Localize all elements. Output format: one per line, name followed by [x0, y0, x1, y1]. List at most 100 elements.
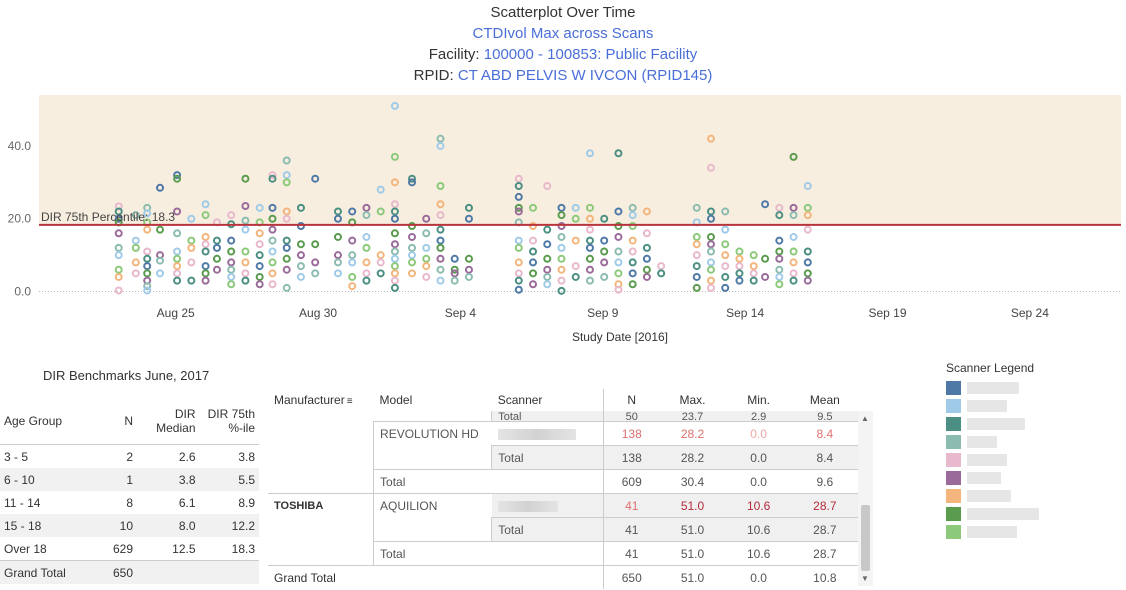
redacted-scanner-name	[967, 472, 1001, 484]
n-cell: 1	[88, 468, 138, 491]
x-tick-label: Aug 30	[299, 306, 337, 320]
scatter-point	[187, 276, 196, 285]
scatter-point	[296, 272, 305, 281]
scroll-thumb[interactable]	[861, 505, 870, 571]
scanner-cell	[491, 493, 604, 518]
legend-item[interactable]	[946, 379, 1039, 397]
scatter-point	[789, 211, 798, 220]
scroll-up-icon[interactable]: ▲	[861, 414, 869, 423]
p75-cell: 18.3	[231, 541, 255, 556]
scatter-point	[436, 211, 445, 220]
scatter-point	[131, 269, 140, 278]
grand-total-label: Grand Total	[0, 560, 89, 584]
col-manufacturer[interactable]: Manufacturer ≡	[268, 389, 374, 411]
scatter-point	[227, 236, 236, 245]
scatter-point	[735, 254, 744, 263]
scatter-point	[282, 254, 291, 263]
scatter-point	[721, 251, 730, 260]
col-max: Max.	[679, 393, 706, 407]
scatter-point	[268, 236, 277, 245]
legend-item[interactable]	[946, 487, 1039, 505]
legend-item[interactable]	[946, 433, 1039, 451]
scatter-point	[706, 207, 715, 216]
age-cell: 11 - 14	[4, 495, 41, 510]
scatter-point	[227, 280, 236, 289]
scatter-point	[749, 276, 758, 285]
legend-item[interactable]	[946, 451, 1039, 469]
facility-value[interactable]: 100000 - 100853: Public Facility	[483, 46, 698, 63]
scatter-point	[255, 251, 264, 260]
legend-item[interactable]	[946, 397, 1039, 415]
scatter-point	[628, 236, 637, 245]
redacted-scanner-name	[967, 454, 1007, 466]
min-cell: 2.9	[725, 411, 792, 422]
col-model: Model	[379, 393, 413, 407]
scatter-point	[543, 181, 552, 190]
y-tick-label: 0.0	[14, 285, 31, 299]
scatter-point	[390, 101, 399, 110]
col-scanner: Scanner	[497, 393, 543, 407]
legend-item[interactable]	[946, 415, 1039, 433]
scatter-point	[514, 192, 523, 201]
median-cell: 8.0	[137, 514, 200, 537]
scatter-point	[156, 225, 165, 234]
scatter-point	[557, 276, 566, 285]
legend-item[interactable]	[946, 505, 1039, 523]
max-cell: 28.2	[659, 421, 726, 446]
scatter-point	[514, 258, 523, 267]
table-row[interactable]: REVOLUTION HD 138 28.2 0.0 8.4	[268, 421, 858, 446]
rpid-value[interactable]: CT ABD PELVIS W IVCON (RPID145)	[457, 67, 713, 84]
scatter-point	[131, 258, 140, 267]
scatter-point	[173, 207, 182, 216]
redacted-scanner-name	[967, 418, 1025, 430]
scatter-point	[803, 258, 812, 267]
legend-swatch	[946, 507, 961, 521]
scatter-point	[614, 149, 623, 158]
scatter-point	[282, 283, 291, 292]
redacted-scanner-name	[967, 508, 1039, 520]
scatter-point	[390, 207, 399, 216]
scatter-point	[789, 247, 798, 256]
scatter-point	[789, 276, 798, 285]
scatter-point	[241, 258, 250, 267]
scatter-point	[529, 258, 538, 267]
metric-label[interactable]: CTDIvol Max across Scans	[472, 25, 654, 42]
scatter-point	[227, 258, 236, 267]
table-scrollbar[interactable]: ▲ ▼	[858, 411, 873, 586]
scatter-point	[436, 276, 445, 285]
scatter-point	[657, 269, 666, 278]
scatter-point	[173, 269, 182, 278]
p75-cell: 5.5	[199, 468, 259, 491]
scatter-point	[761, 254, 770, 263]
scatter-point	[600, 236, 609, 245]
legend-item[interactable]	[946, 523, 1039, 541]
scatter-point	[450, 254, 459, 263]
table-row[interactable]: TOSHIBA AQUILION 41 51.0 10.6 28.7	[268, 493, 858, 518]
legend-swatch	[946, 417, 961, 431]
empty-cell	[373, 565, 492, 589]
scatter-point	[255, 272, 264, 281]
total-label: Total	[373, 541, 492, 566]
scatter-point	[761, 200, 770, 209]
legend-item[interactable]	[946, 469, 1039, 487]
empty-cell	[374, 411, 492, 422]
scatter-point	[642, 254, 651, 263]
x-tick-label: Sep 14	[726, 306, 764, 320]
scroll-down-icon[interactable]: ▼	[861, 574, 869, 583]
scatter-point	[390, 214, 399, 223]
scatter-point	[436, 265, 445, 274]
sort-icon[interactable]: ≡	[346, 396, 353, 407]
scatter-point	[143, 262, 152, 271]
scatter-point	[749, 269, 758, 278]
age-cell: 15 - 18	[0, 514, 89, 537]
total-label: Total	[491, 517, 604, 542]
scatter-point	[706, 240, 715, 249]
scatter-point	[735, 262, 744, 271]
scatter-point	[143, 225, 152, 234]
scatter-point	[422, 254, 431, 263]
scatter-point	[706, 247, 715, 256]
scatter-point	[348, 272, 357, 281]
scatter-chart[interactable]: 0.0 20.0 40.0 Aug 25 Aug 30 Sep 4 Sep 9 Sep 14 S…	[0, 88, 1126, 350]
empty-cell	[268, 422, 374, 446]
scatter-point	[255, 262, 264, 271]
